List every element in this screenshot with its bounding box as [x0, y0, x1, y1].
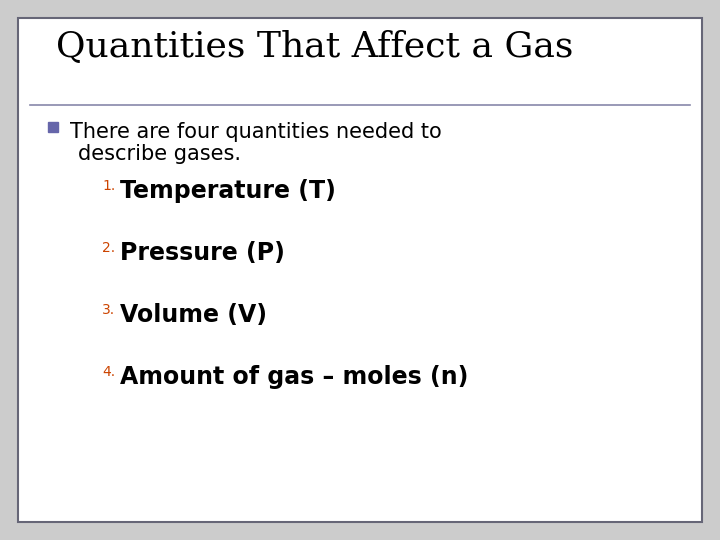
- Text: describe gases.: describe gases.: [78, 144, 241, 164]
- Text: 3.: 3.: [102, 303, 115, 317]
- Text: There are four quantities needed to: There are four quantities needed to: [70, 122, 442, 142]
- Text: 2.: 2.: [102, 241, 115, 255]
- Bar: [48, 122, 58, 132]
- Text: Quantities That Affect a Gas: Quantities That Affect a Gas: [56, 30, 573, 64]
- Text: Amount of gas – moles (n): Amount of gas – moles (n): [120, 365, 469, 389]
- Text: Temperature (T): Temperature (T): [120, 179, 336, 203]
- Text: Pressure (P): Pressure (P): [120, 241, 285, 265]
- Text: 4.: 4.: [102, 365, 115, 379]
- Text: 1.: 1.: [102, 179, 115, 193]
- Text: Volume (V): Volume (V): [120, 303, 267, 327]
